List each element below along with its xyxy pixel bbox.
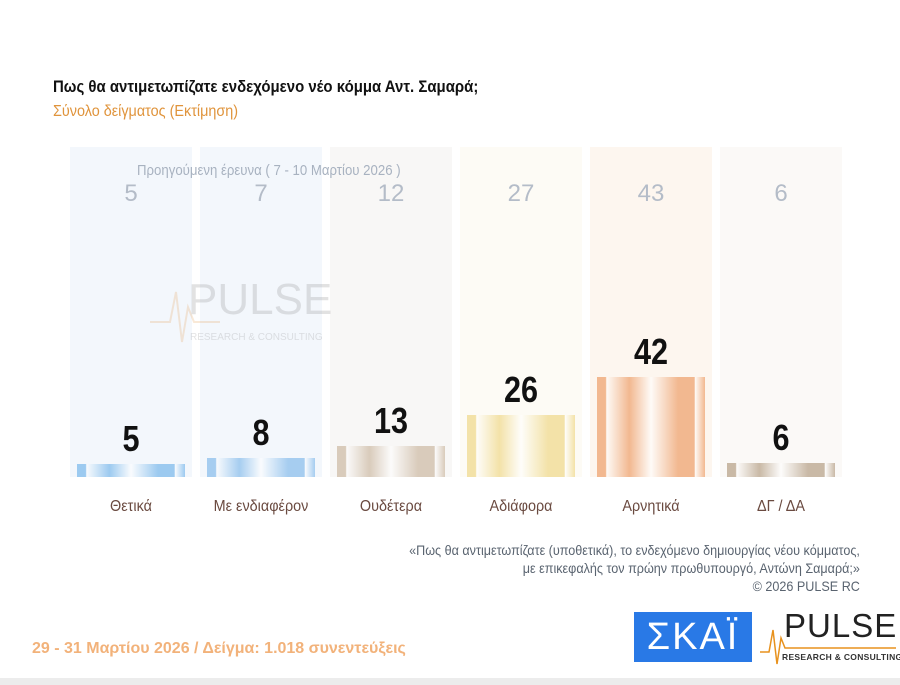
column-background [70, 147, 192, 477]
category-label: Θετικά [110, 498, 152, 515]
column-background [200, 147, 322, 477]
watermark-text: PULSE [188, 275, 332, 324]
question-note: «Πως θα αντιμετωπίζατε (υποθετικά), το ε… [409, 541, 860, 595]
bottom-strip [0, 678, 900, 685]
category-label: Αρνητικά [622, 498, 680, 515]
watermark-sub: RESEARCH & CONSULTING [190, 332, 323, 343]
previous-survey-label: Προηγούμενη έρευνα ( 7 - 10 Μαρτίου 2026… [137, 162, 401, 179]
pulse-logo: PULSE RESEARCH & CONSULTING [760, 607, 900, 668]
column-background [720, 147, 842, 477]
pulse-heartbeat-icon [760, 629, 896, 665]
previous-value: 6 [774, 180, 788, 207]
category-label: Με ενδιαφέρον [213, 498, 309, 515]
note-line1: «Πως θα αντιμετωπίζατε (υποθετικά), το ε… [409, 542, 860, 558]
bar [727, 462, 835, 477]
pulse-logo-sub: RESEARCH & CONSULTING [782, 652, 900, 662]
pulse-logo-text: PULSE [784, 607, 898, 644]
category-label: Ουδέτερα [359, 498, 423, 515]
skai-logo: ΣΚΑΪ [634, 612, 752, 662]
bar [597, 377, 705, 477]
column-background [330, 147, 452, 477]
data-label: 13 [373, 400, 409, 442]
category-label: Αδιάφορα [489, 498, 553, 515]
bar [467, 415, 575, 477]
previous-value: 12 [377, 180, 405, 207]
data-label: 26 [503, 369, 539, 411]
data-label: 6 [772, 416, 790, 458]
previous-value: 43 [637, 180, 665, 207]
category-label: ΔΓ / ΔΑ [757, 498, 805, 515]
data-label: 42 [633, 331, 669, 373]
bar [77, 464, 185, 477]
data-label: 5 [122, 418, 140, 459]
bar [207, 457, 315, 477]
pulse-watermark: PULSE RESEARCH & CONSULTING [150, 275, 332, 343]
data-label: 8 [252, 411, 270, 453]
previous-value: 27 [507, 180, 535, 207]
chart-subtitle: Σύνολο δείγματος (Εκτίμηση) [53, 103, 239, 120]
copyright: © 2026 PULSE RC [752, 578, 860, 594]
chart-title: Πως θα αντιμετωπίζατε ενδεχόμενο νέο κόμ… [53, 77, 479, 96]
bar [337, 446, 445, 477]
previous-value: 5 [124, 180, 138, 207]
previous-value: 7 [254, 180, 268, 207]
note-line2: με επικεφαλής τον πρώην πρωθυπουργό, Αντ… [522, 560, 860, 576]
footer-sample-info: 29 - 31 Μαρτίου 2026 / Δείγμα: 1.018 συν… [32, 640, 406, 657]
